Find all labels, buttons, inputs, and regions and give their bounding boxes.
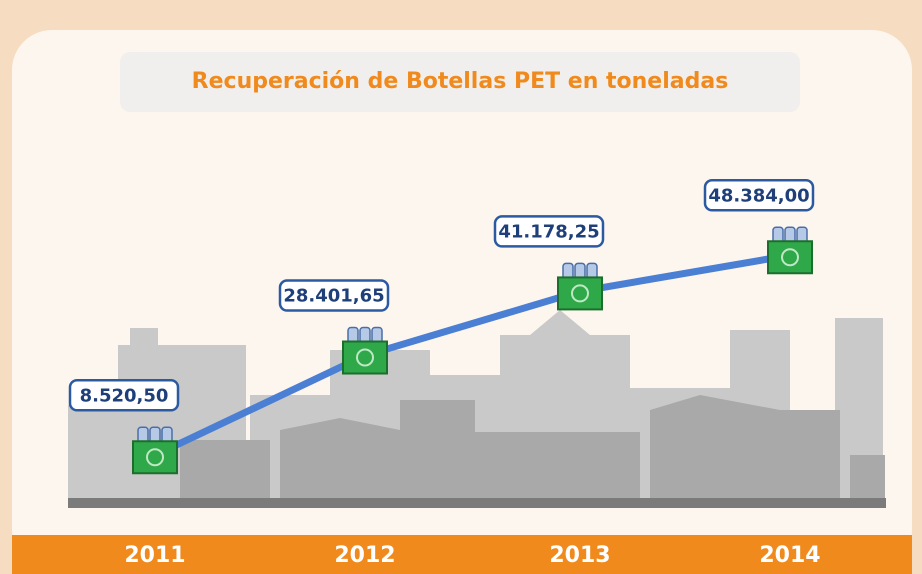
x-tick-label: 2013 <box>549 543 610 568</box>
recycle-basket <box>558 263 602 309</box>
page: {"chart_data": {"type": "line", "title":… <box>0 0 922 574</box>
ground <box>68 498 886 508</box>
value-label: 28.401,65 <box>283 286 384 307</box>
value-label: 48.384,00 <box>708 185 809 206</box>
basket <box>343 342 387 374</box>
x-tick-label: 2011 <box>124 543 185 568</box>
value-label: 41.178,25 <box>498 221 599 242</box>
recycle-basket <box>768 227 812 273</box>
x-tick-label: 2012 <box>334 543 395 568</box>
chart: Recuperación de Botellas PET en tonelada… <box>0 0 922 574</box>
recycle-basket <box>133 427 177 473</box>
basket <box>133 441 177 473</box>
value-label: 8.520,50 <box>80 385 169 406</box>
basket <box>768 241 812 273</box>
chart-title: Recuperación de Botellas PET en tonelada… <box>192 69 729 94</box>
x-tick-label: 2014 <box>759 543 820 568</box>
recycle-basket <box>343 328 387 374</box>
basket <box>558 277 602 309</box>
